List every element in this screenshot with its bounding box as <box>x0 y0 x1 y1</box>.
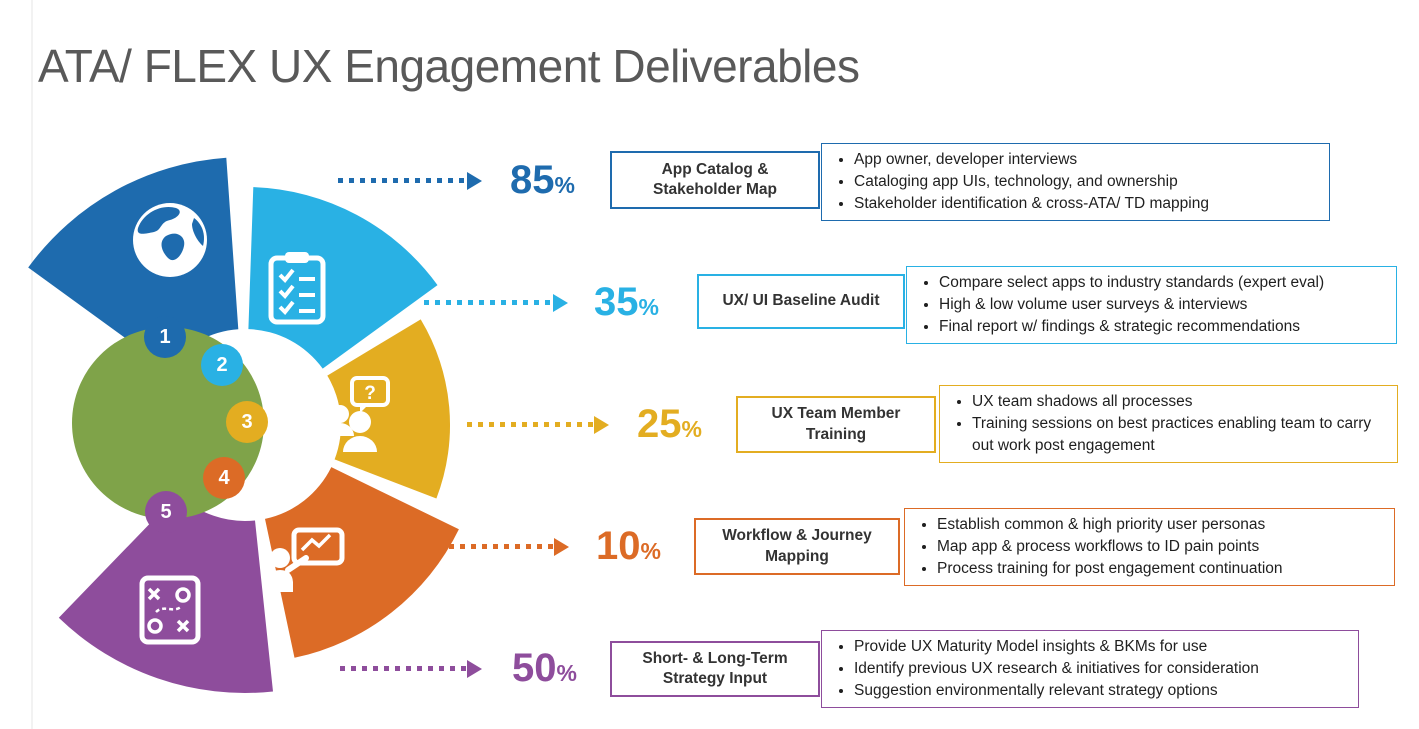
bullet-item: Compare select apps to industry standard… <box>939 272 1388 294</box>
bullet-item: Establish common & high priority user pe… <box>937 514 1386 536</box>
percent-number: 10 <box>596 524 641 568</box>
deliverable-label-4: Workflow & Journey Mapping <box>694 518 900 575</box>
strategy-icon <box>139 575 201 645</box>
bullet-item: Map app & process workflows to ID pain p… <box>937 536 1386 558</box>
dotted-arrow-2 <box>424 300 552 305</box>
percent-value-1: 85% <box>510 160 575 200</box>
percent-number: 50 <box>512 646 557 690</box>
wheel-segment-3 <box>327 319 451 499</box>
presenter-icon <box>266 527 345 592</box>
slide-edge-line <box>31 0 33 729</box>
dotted-arrow-4 <box>427 544 553 549</box>
percent-number: 35 <box>594 280 639 324</box>
deliverables-wheel: ? <box>20 128 490 718</box>
wheel-number-4: 4 <box>203 457 245 499</box>
percent-sign: % <box>556 660 577 686</box>
wheel-number-2: 2 <box>201 344 243 386</box>
deliverable-label-5: Short- & Long-Term Strategy Input <box>610 641 820 697</box>
deliverable-label-text: App Catalog & Stakeholder Map <box>652 160 778 198</box>
bullet-item: UX team shadows all processes <box>972 391 1389 413</box>
bullet-list: Establish common & high priority user pe… <box>913 514 1386 580</box>
bullet-item: Suggestion environmentally relevant stra… <box>854 680 1350 702</box>
bullet-list: Compare select apps to industry standard… <box>915 272 1388 338</box>
deliverable-label-1: App Catalog & Stakeholder Map <box>610 151 820 209</box>
deliverable-label-text: Workflow & Journey Mapping <box>722 527 872 565</box>
svg-text:?: ? <box>364 383 376 404</box>
deliverable-details-2: Compare select apps to industry standard… <box>906 266 1397 344</box>
percent-value-4: 10% <box>596 526 661 566</box>
deliverable-details-3: UX team shadows all processes Training s… <box>939 385 1398 463</box>
percent-number: 85 <box>510 158 555 202</box>
percent-sign: % <box>681 416 702 442</box>
dotted-arrow-5 <box>340 666 466 671</box>
bullet-item: High & low volume user surveys & intervi… <box>939 294 1388 316</box>
wheel-segment-4 <box>265 467 459 658</box>
percent-sign: % <box>640 538 661 564</box>
bullet-item: Cataloging app UIs, technology, and owne… <box>854 171 1321 193</box>
checklist-icon <box>268 252 326 325</box>
deliverable-details-5: Provide UX Maturity Model insights & BKM… <box>821 630 1359 708</box>
wheel-number-3: 3 <box>226 401 268 443</box>
deliverable-label-2: UX/ UI Baseline Audit <box>697 274 905 329</box>
deliverable-label-text: UX/ UI Baseline Audit <box>722 292 880 310</box>
bullet-item: Training sessions on best practices enab… <box>972 413 1389 457</box>
deliverable-label-text: Short- & Long-Term Strategy Input <box>642 649 788 687</box>
percent-value-5: 50% <box>512 648 577 688</box>
percent-value-2: 35% <box>594 282 659 322</box>
percent-sign: % <box>638 294 659 320</box>
dotted-arrow-1 <box>338 178 466 183</box>
deliverable-label-text: UX Team Member Training <box>771 405 901 443</box>
deliverable-details-4: Establish common & high priority user pe… <box>904 508 1395 586</box>
wheel-number-1: 1 <box>144 316 186 358</box>
bullet-item: Stakeholder identification & cross-ATA/ … <box>854 193 1321 215</box>
bullet-item: Process training for post engagement con… <box>937 558 1386 580</box>
bullet-list: App owner, developer interviews Catalogi… <box>830 149 1321 215</box>
percent-value-3: 25% <box>637 404 702 444</box>
globe-icon <box>133 203 207 277</box>
bullet-list: Provide UX Maturity Model insights & BKM… <box>830 636 1350 702</box>
wheel-graphic: ? <box>28 157 459 693</box>
wheel-number-5: 5 <box>145 491 187 533</box>
deliverable-label-3: UX Team Member Training <box>736 396 936 453</box>
bullet-item: Provide UX Maturity Model insights & BKM… <box>854 636 1350 658</box>
dotted-arrow-3 <box>467 422 593 427</box>
bullet-item: Identify previous UX research & initiati… <box>854 658 1350 680</box>
bullet-item: App owner, developer interviews <box>854 149 1321 171</box>
page-title: ATA/ FLEX UX Engagement Deliverables <box>38 39 860 92</box>
bullet-item: Final report w/ findings & strategic rec… <box>939 316 1388 338</box>
bullet-list: UX team shadows all processes Training s… <box>948 391 1389 457</box>
percent-sign: % <box>554 172 575 198</box>
percent-number: 25 <box>637 402 682 446</box>
team-question-icon: ? <box>326 376 390 452</box>
wheel-segment-5 <box>58 494 273 693</box>
deliverable-details-1: App owner, developer interviews Catalogi… <box>821 143 1330 221</box>
